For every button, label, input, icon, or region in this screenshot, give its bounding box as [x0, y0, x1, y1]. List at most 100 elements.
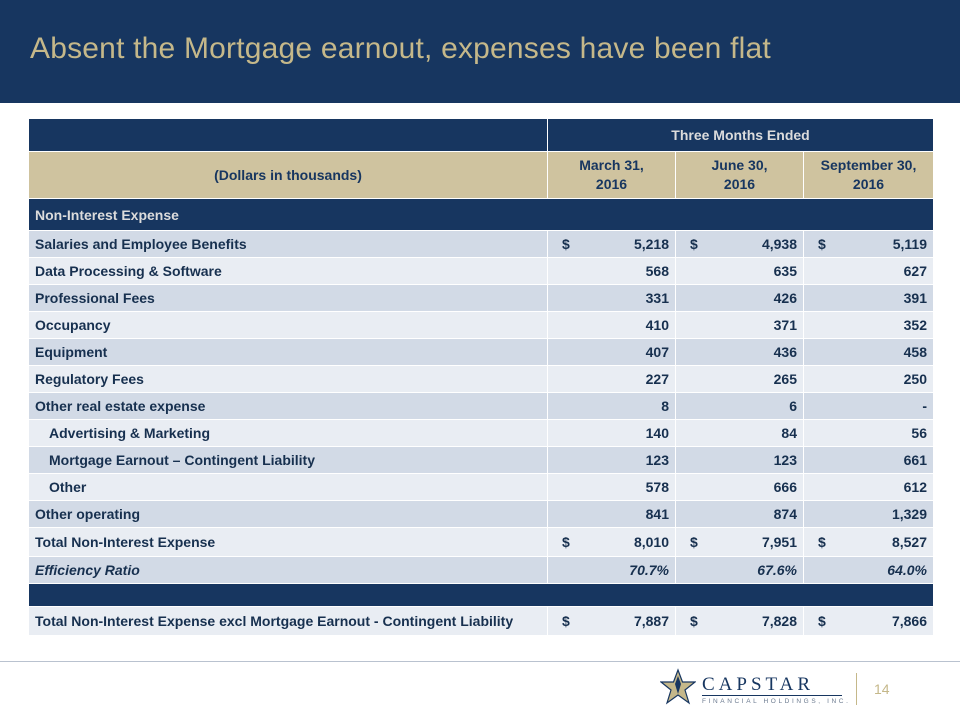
- row-label: Other operating: [28, 500, 548, 528]
- cell-march: $5,218: [547, 230, 676, 258]
- row-label: Mortgage Earnout – Contingent Liability: [28, 446, 548, 474]
- currency-symbol: $: [562, 534, 570, 550]
- column-header-line2: 2016: [723, 176, 756, 192]
- row-label: Equipment: [28, 338, 548, 366]
- row-label: Professional Fees: [28, 284, 548, 312]
- column-header-line1: September 30,: [820, 157, 917, 173]
- cell-june: 265: [675, 365, 804, 393]
- cell-september: 612: [803, 473, 934, 501]
- cell-march: 227: [547, 365, 676, 393]
- total-row: Total Non-Interest Expense $8,010 $7,951…: [28, 527, 934, 557]
- cell-value: 8,010: [633, 534, 669, 550]
- row-label: Other: [28, 473, 548, 501]
- row-label: Other real estate expense: [28, 392, 548, 420]
- table-row: Salaries and Employee Benefits $5,218 $4…: [28, 230, 934, 258]
- currency-symbol: $: [818, 534, 826, 550]
- column-header-line1: June 30,: [711, 157, 768, 173]
- cell-september: 56: [803, 419, 934, 447]
- column-header-line2: 2016: [852, 176, 885, 192]
- cell-march: 568: [547, 257, 676, 285]
- column-header-march: March 31, 2016: [547, 151, 676, 199]
- cell-value: 7,887: [633, 613, 669, 629]
- row-label: Salaries and Employee Benefits: [28, 230, 548, 258]
- cell-june: $4,938: [675, 230, 804, 258]
- cell-march: 123: [547, 446, 676, 474]
- cell-june: $7,828: [675, 606, 804, 636]
- currency-symbol: $: [690, 534, 698, 550]
- table-row: Advertising & Marketing 140 84 56: [28, 419, 934, 447]
- adjusted-total-row: Total Non-Interest Expense excl Mortgage…: [28, 606, 934, 636]
- table-row: Mortgage Earnout – Contingent Liability …: [28, 446, 934, 474]
- cell-value: 8,527: [891, 534, 927, 550]
- currency-symbol: $: [690, 236, 698, 252]
- cell-june: 84: [675, 419, 804, 447]
- logo-subtitle: FINANCIAL HOLDINGS, INC.: [702, 698, 851, 705]
- cell-value: 7,951: [761, 534, 797, 550]
- cell-september: 661: [803, 446, 934, 474]
- cell-march: $8,010: [547, 527, 676, 557]
- cell-june: 426: [675, 284, 804, 312]
- slide-title: Absent the Mortgage earnout, expenses ha…: [30, 32, 771, 65]
- cell-june: 6: [675, 392, 804, 420]
- table-row: Other operating 841 874 1,329: [28, 500, 934, 528]
- logo-rule: [702, 695, 842, 696]
- cell-september: -: [803, 392, 934, 420]
- title-banner: Absent the Mortgage earnout, expenses ha…: [0, 0, 960, 103]
- row-label: Advertising & Marketing: [28, 419, 548, 447]
- cell-september: 64.0%: [803, 556, 934, 584]
- cell-june: 874: [675, 500, 804, 528]
- column-header-line1: March 31,: [579, 157, 644, 173]
- spacer-cell: [28, 583, 934, 607]
- cell-value: 4,938: [761, 236, 797, 252]
- cell-september: 1,329: [803, 500, 934, 528]
- row-label: Total Non-Interest Expense excl Mortgage…: [28, 606, 548, 636]
- row-label: Data Processing & Software: [28, 257, 548, 285]
- cell-march: 407: [547, 338, 676, 366]
- expense-table: Three Months Ended (Dollars in thousands…: [28, 118, 934, 636]
- cell-september: $5,119: [803, 230, 934, 258]
- section-title: Non-Interest Expense: [28, 198, 934, 231]
- cell-march: 578: [547, 473, 676, 501]
- row-label: Regulatory Fees: [28, 365, 548, 393]
- cell-september: 458: [803, 338, 934, 366]
- column-header-june: June 30, 2016: [675, 151, 804, 199]
- page-number: 14: [874, 681, 890, 697]
- table-row: Other real estate expense 8 6 -: [28, 392, 934, 420]
- cell-march: 841: [547, 500, 676, 528]
- cell-value: 5,119: [892, 236, 927, 252]
- capstar-logo: CAPSTAR FINANCIAL HOLDINGS, INC.: [660, 666, 850, 712]
- table-row: Other 578 666 612: [28, 473, 934, 501]
- label-column-header: (Dollars in thousands): [28, 151, 548, 199]
- column-header-september: September 30, 2016: [803, 151, 934, 199]
- banner-blank-cell: [28, 118, 548, 152]
- cell-september: $7,866: [803, 606, 934, 636]
- cell-march: 140: [547, 419, 676, 447]
- column-header-row: (Dollars in thousands) March 31, 2016 Ju…: [28, 151, 934, 199]
- currency-symbol: $: [562, 613, 570, 629]
- currency-symbol: $: [818, 236, 826, 252]
- cell-value: 5,218: [633, 236, 669, 252]
- cell-value: 7,866: [891, 613, 927, 629]
- period-banner: Three Months Ended: [547, 118, 934, 152]
- cell-june: 666: [675, 473, 804, 501]
- cell-value: 7,828: [761, 613, 797, 629]
- efficiency-ratio-row: Efficiency Ratio 70.7% 67.6% 64.0%: [28, 556, 934, 584]
- table-row: Professional Fees 331 426 391: [28, 284, 934, 312]
- star-icon: [660, 668, 696, 705]
- cell-september: 627: [803, 257, 934, 285]
- cell-september: 391: [803, 284, 934, 312]
- cell-june: 635: [675, 257, 804, 285]
- spacer-row: [28, 583, 934, 607]
- table-row: Occupancy 410 371 352: [28, 311, 934, 339]
- page-number-divider: [856, 673, 857, 705]
- cell-june: 436: [675, 338, 804, 366]
- cell-june: 123: [675, 446, 804, 474]
- column-header-line2: 2016: [595, 176, 628, 192]
- section-header-row: Non-Interest Expense: [28, 198, 934, 231]
- cell-june: 371: [675, 311, 804, 339]
- table-row: Regulatory Fees 227 265 250: [28, 365, 934, 393]
- cell-september: $8,527: [803, 527, 934, 557]
- logo-wordmark: CAPSTAR: [702, 674, 815, 695]
- cell-march: 331: [547, 284, 676, 312]
- row-label: Occupancy: [28, 311, 548, 339]
